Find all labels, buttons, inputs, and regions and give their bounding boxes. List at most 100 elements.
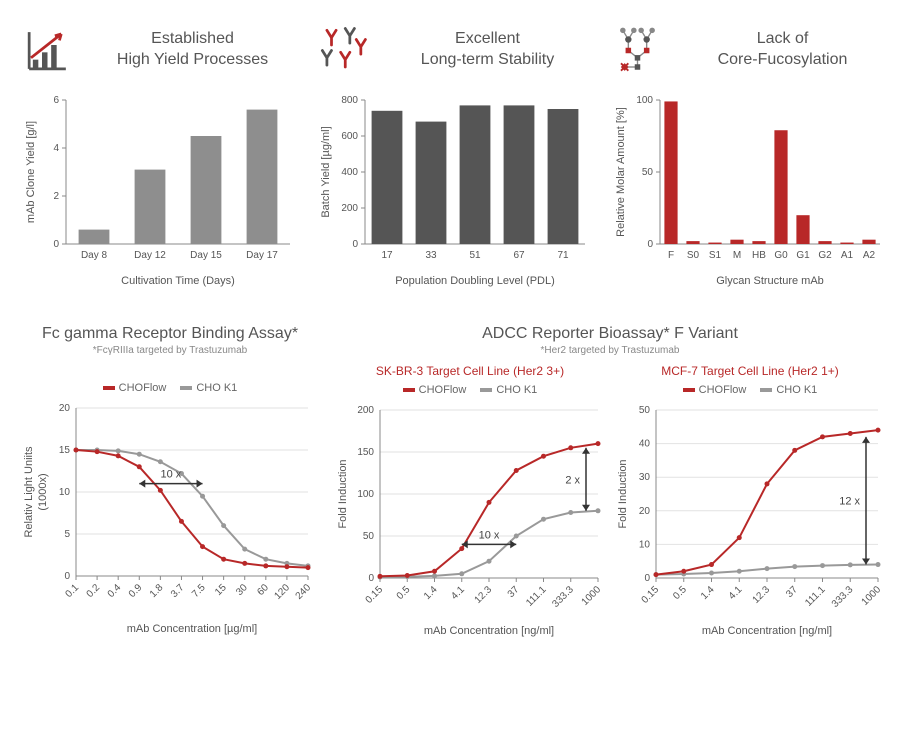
svg-text:0.15: 0.15 — [364, 584, 386, 606]
panel3-title-line1: Lack of — [757, 30, 809, 47]
svg-text:3.7: 3.7 — [169, 582, 187, 600]
svg-text:mAb Concentration [µg/ml]: mAb Concentration [µg/ml] — [127, 623, 257, 635]
svg-text:G1: G1 — [796, 250, 810, 261]
svg-text:Relativ Light Uniits: Relativ Light Uniits — [23, 446, 35, 538]
svg-text:120: 120 — [272, 582, 292, 602]
panel2-title-line2: Long-term Stability — [421, 51, 554, 68]
chart-adcc-mcf7: 010203040500.150.51.44.112.337111.1333.3… — [610, 400, 890, 640]
svg-text:0: 0 — [368, 573, 374, 584]
svg-text:7.5: 7.5 — [190, 582, 208, 600]
legend-mid: CHOFlow CHO K1 — [330, 384, 610, 396]
section-adcc: ADCC Reporter Bioassay* F Variant *Her2 … — [330, 325, 890, 645]
svg-text:A1: A1 — [841, 250, 854, 261]
chart-yield: 0246Day 8Day 12Day 15Day 17Cultivation T… — [20, 90, 300, 295]
svg-text:50: 50 — [639, 405, 651, 416]
panel1-title-line1: Established — [151, 30, 234, 47]
svg-text:2: 2 — [53, 191, 59, 202]
svg-text:A2: A2 — [863, 250, 876, 261]
svg-text:0.5: 0.5 — [395, 584, 413, 602]
svg-text:12.3: 12.3 — [473, 584, 495, 606]
svg-text:M: M — [733, 250, 741, 261]
svg-text:111.1: 111.1 — [803, 584, 828, 609]
svg-text:Fold Induction: Fold Induction — [337, 459, 349, 528]
svg-text:5: 5 — [64, 529, 70, 540]
svg-text:10 x: 10 x — [161, 469, 182, 481]
svg-text:71: 71 — [557, 250, 569, 261]
svg-text:G0: G0 — [774, 250, 788, 261]
svg-text:200: 200 — [357, 405, 374, 416]
svg-text:12.3: 12.3 — [751, 584, 773, 606]
svg-text:100: 100 — [357, 489, 374, 500]
svg-text:67: 67 — [513, 250, 525, 261]
section-fc-binding: Fc gamma Receptor Binding Assay* *FcγRII… — [20, 325, 320, 645]
svg-text:50: 50 — [363, 531, 375, 542]
svg-text:0.15: 0.15 — [640, 584, 662, 606]
svg-text:12 x: 12 x — [839, 496, 860, 508]
adcc-sub: *Her2 targeted by Trastuzumab — [330, 345, 890, 356]
panel-fucosylation: Lack of Core-Fucosylation 050100FS0S1MHB… — [610, 20, 890, 295]
svg-text:400: 400 — [341, 167, 358, 178]
cell-line-mcf7: MCF-7 Target Cell Line (Her2 1+) — [610, 364, 890, 378]
svg-text:S1: S1 — [709, 250, 722, 261]
svg-text:60: 60 — [255, 582, 271, 598]
growth-chart-icon — [20, 23, 75, 78]
svg-text:Relative Molar Amount [%]: Relative Molar Amount [%] — [615, 107, 627, 237]
svg-text:6: 6 — [53, 95, 59, 106]
fc-binding-sub: *FcγRIIIa targeted by Trastuzumab — [20, 345, 320, 356]
panel-high-yield: Established High Yield Processes 0246Day… — [20, 20, 300, 295]
svg-text:(1000x): (1000x) — [37, 473, 49, 510]
svg-text:30: 30 — [639, 472, 651, 483]
svg-text:600: 600 — [341, 131, 358, 142]
svg-text:17: 17 — [381, 250, 393, 261]
svg-text:0.5: 0.5 — [671, 584, 689, 602]
svg-text:0: 0 — [53, 239, 59, 250]
svg-text:1000: 1000 — [580, 584, 604, 608]
svg-text:200: 200 — [341, 203, 358, 214]
svg-text:0: 0 — [647, 239, 653, 250]
svg-text:10: 10 — [59, 487, 71, 498]
svg-text:10 x: 10 x — [479, 529, 500, 541]
svg-text:51: 51 — [469, 250, 481, 261]
legend-left: CHOFlow CHO K1 — [20, 382, 320, 394]
svg-text:100: 100 — [636, 95, 653, 106]
fc-binding-title: Fc gamma Receptor Binding Assay* — [20, 325, 320, 343]
svg-text:0.4: 0.4 — [106, 582, 124, 600]
cell-line-skbr3: SK-BR-3 Target Cell Line (Her2 3+) — [330, 364, 610, 378]
panel1-title-line2: High Yield Processes — [117, 51, 268, 68]
svg-text:33: 33 — [425, 250, 437, 261]
svg-text:Day 15: Day 15 — [190, 250, 222, 261]
chart-adcc-skbr3: 0501001502000.150.51.44.112.337111.1333.… — [330, 400, 610, 640]
svg-text:240: 240 — [294, 582, 314, 602]
svg-text:G2: G2 — [818, 250, 832, 261]
svg-text:40: 40 — [639, 439, 651, 450]
svg-text:15: 15 — [213, 582, 229, 598]
svg-text:0: 0 — [352, 239, 358, 250]
svg-text:Fold Induction: Fold Induction — [617, 459, 629, 528]
svg-text:1.4: 1.4 — [699, 584, 717, 602]
svg-text:333.3: 333.3 — [550, 584, 576, 610]
svg-text:Cultivation Time (Days): Cultivation Time (Days) — [121, 275, 235, 287]
svg-text:1.8: 1.8 — [148, 582, 166, 600]
svg-text:1000: 1000 — [860, 584, 884, 608]
svg-text:50: 50 — [642, 167, 654, 178]
svg-text:Day 17: Day 17 — [246, 250, 278, 261]
svg-text:0: 0 — [644, 573, 650, 584]
svg-text:30: 30 — [234, 582, 250, 598]
svg-text:4.1: 4.1 — [449, 584, 467, 602]
svg-text:0: 0 — [64, 571, 70, 582]
svg-text:F: F — [668, 250, 674, 261]
svg-text:2 x: 2 x — [565, 474, 580, 486]
svg-text:mAb Concentration [ng/ml]: mAb Concentration [ng/ml] — [424, 625, 554, 637]
chart-glycan: 050100FS0S1MHBG0G1G2A1A2Glycan Structure… — [610, 90, 890, 295]
svg-text:Glycan Structure mAb: Glycan Structure mAb — [716, 275, 824, 287]
chart-stability: 0 200 400 600 800 17 33 51 67 71 Population Doubli… — [315, 90, 595, 295]
svg-text:mAb Concentration [ng/ml]: mAb Concentration [ng/ml] — [702, 625, 832, 637]
svg-text:111.1: 111.1 — [524, 584, 549, 609]
svg-text:10: 10 — [639, 539, 651, 550]
svg-text:20: 20 — [59, 403, 71, 414]
antibodies-icon — [315, 23, 370, 78]
glycan-structure-icon — [610, 23, 665, 78]
svg-text:4.1: 4.1 — [727, 584, 745, 602]
svg-text:800: 800 — [341, 95, 358, 106]
svg-text:Population Doubling Level (PDL: Population Doubling Level (PDL) — [395, 275, 555, 287]
